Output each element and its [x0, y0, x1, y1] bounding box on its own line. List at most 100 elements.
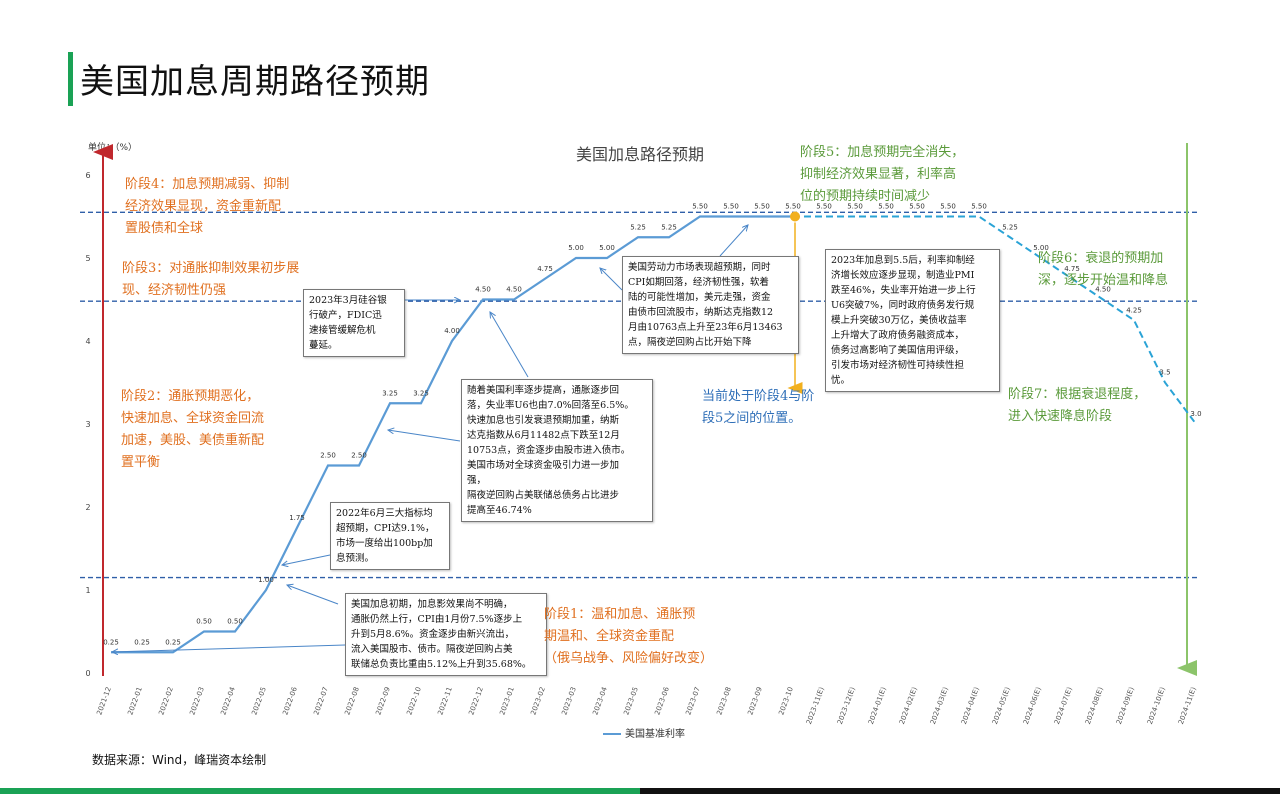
annotation-leader: [490, 312, 529, 378]
x-tick-label: 2024-06(E): [1022, 686, 1043, 726]
x-tick-label: 2023-07: [684, 686, 702, 716]
y-tick-label: 3: [85, 420, 90, 429]
x-tick-label: 2022-12: [467, 686, 485, 716]
x-tick-label: 2023-05: [622, 686, 640, 716]
chart-legend: 美国基准利率: [603, 725, 685, 740]
x-tick-label: 2024-09(E): [1115, 686, 1136, 726]
x-tick-label: 2024-03(E): [929, 686, 950, 726]
data-label: 5.50: [692, 203, 708, 211]
annotation-leader: [388, 430, 461, 442]
data-label: 4.00: [444, 327, 460, 335]
x-tick-label: 2022-08: [343, 686, 361, 716]
series-projected-line: [793, 215, 1197, 425]
note-labor-market: 美国劳动力市场表现超预期，同时 CPI如期回落，经济韧性强，软着 陆的可能性增加…: [622, 256, 799, 354]
data-label: 2.50: [320, 452, 336, 460]
data-label: 0.50: [196, 618, 212, 626]
x-tick-label: 2022-05: [250, 686, 268, 716]
phase-4-label: 阶段4：加息预期减弱、抑制 经济效果显现，资金重新配 置股债和全球: [125, 177, 290, 236]
phase-7-label: 阶段7：根据衰退程度， 进入快速降息阶段: [1008, 387, 1147, 424]
data-label: 0.25: [103, 638, 119, 646]
data-label: 5.25: [630, 223, 646, 231]
y-tick-label: 0: [85, 669, 90, 678]
annotation-leader: [600, 268, 623, 291]
data-label: 5.50: [723, 203, 739, 211]
x-tick-label: 2022-01: [126, 686, 144, 716]
annotation-leader: [112, 644, 346, 652]
title-accent-bar: [68, 52, 73, 106]
annotation-leader: [282, 554, 331, 565]
x-tick-label: 2022-11: [436, 686, 454, 716]
x-tick-label: 2022-10: [405, 686, 423, 716]
y-tick-label: 4: [85, 337, 90, 346]
x-tick-label: 2022-06: [281, 685, 299, 716]
data-label: 5.50: [785, 203, 801, 211]
data-label: 5.50: [971, 203, 987, 211]
x-tick-label: 2023-09: [746, 686, 764, 716]
data-label: 3.5: [1159, 369, 1170, 377]
x-tick-label: 2022-03: [188, 686, 206, 716]
legend-label: 美国基准利率: [625, 729, 685, 740]
page-title: 美国加息周期路径预期: [80, 62, 430, 102]
data-label: 0.25: [165, 638, 181, 646]
note-early-hikes: 美国加息初期，加息影效果尚不明确， 通胀仍然上行，CPI由1月份7.5%逐步上 …: [345, 593, 547, 676]
data-label: 0.50: [227, 618, 243, 626]
data-label: 3.25: [382, 389, 398, 397]
note-rate-rise-effects: 随着美国利率逐步提高，通胀逐步回 落，失业率U6也由7.0%回落至6.5%。 快…: [461, 379, 653, 522]
chart-title: 美国加息路径预期: [576, 145, 704, 164]
y-tick-label: 5: [85, 254, 90, 263]
phase-6-label: 阶段6：衰退的预期加 深，逐步开始温和降息: [1038, 251, 1169, 288]
data-label: 5.50: [909, 203, 925, 211]
footer-bar-green: [0, 788, 640, 794]
data-label: 5.50: [754, 203, 770, 211]
footer-bar-black: [640, 788, 1280, 794]
x-tick-label: 2024-10(E): [1146, 686, 1167, 726]
x-tick-label: 2022-02: [157, 686, 175, 716]
x-tick-label: 2022-07: [312, 686, 330, 716]
data-label: 4.25: [1126, 306, 1142, 314]
x-tick-label: 2024-05(E): [991, 686, 1012, 726]
data-label: 5.50: [940, 203, 956, 211]
data-source: 数据来源：Wind，峰瑞资本绘制: [92, 753, 267, 767]
data-label: 4.75: [537, 265, 553, 273]
x-tick-label: 2022-09: [374, 686, 392, 716]
note-after-5-5: 2023年加息到5.5后，利率抑制经 济增长效应逐步显现，制造业PMI 跌至46…: [825, 249, 1000, 392]
phase-1-label: 阶段1：温和加息、通胀预 期温和、全球资金重配 （俄乌战争、风险偏好改变）: [544, 607, 714, 666]
note-june-2022: 2022年6月三大指标均 超预期，CPI达9.1%， 市场一度给出100bp加 …: [330, 502, 450, 570]
x-tick-label: 2024-07(E): [1053, 686, 1074, 726]
x-tick-label: 2023-12(E): [836, 686, 857, 726]
x-tick-label: 2023-01: [498, 686, 516, 716]
x-tick-label: 2024-02(E): [898, 686, 919, 726]
x-tick-label: 2021-12: [95, 686, 113, 716]
x-tick-label: 2024-04(E): [960, 686, 981, 726]
data-label: 2.50: [351, 452, 367, 460]
x-tick-label: 2023-08: [715, 686, 733, 716]
x-tick-label: 2023-06: [653, 685, 671, 716]
data-label: 0.25: [134, 638, 150, 646]
note-svb: 2023年3月硅谷银 行破产，FDIC迅 速接管缓解危机 蔓延。: [303, 289, 405, 357]
legend-swatch: [603, 733, 621, 735]
data-label: 4.50: [1095, 286, 1111, 294]
data-label: 5.50: [816, 203, 832, 211]
x-tick-label: 2023-02: [529, 686, 547, 716]
y-tick-label: 2: [85, 503, 90, 512]
x-tick-label: 2022-04: [219, 685, 237, 716]
phase-5-label: 阶段5：加息预期完全消失， 抑制经济效果显著，利率高 位的预期持续时间减少: [800, 145, 965, 204]
data-label: 1.00: [258, 576, 274, 584]
data-label: 5.00: [568, 244, 584, 252]
data-label: 1.75: [289, 514, 305, 522]
x-tick-label: 2024-08(E): [1084, 686, 1105, 726]
current-position-label: 当前处于阶段4与阶 段5之间的位置。: [702, 389, 815, 426]
x-tick-label: 2023-04: [591, 685, 609, 716]
annotation-leader: [287, 585, 339, 605]
data-label: 5.25: [661, 223, 677, 231]
phase-2-label: 阶段2：通胀预期恶化， 快速加息、全球资金回流 加速，美股、美债重新配 置平衡: [121, 389, 265, 470]
phase-3-label: 阶段3：对通胀抑制效果初步展 现、经济韧性仍强: [122, 261, 300, 298]
data-label: 5.50: [847, 203, 863, 211]
data-label: 4.50: [506, 286, 522, 294]
y-tick-label: 6: [85, 171, 90, 180]
series-actual-line: [111, 215, 793, 654]
x-tick-label: 2024-11(E): [1177, 686, 1198, 726]
y-unit-label: 单位：（%）: [88, 141, 137, 153]
data-label: 4.50: [475, 286, 491, 294]
